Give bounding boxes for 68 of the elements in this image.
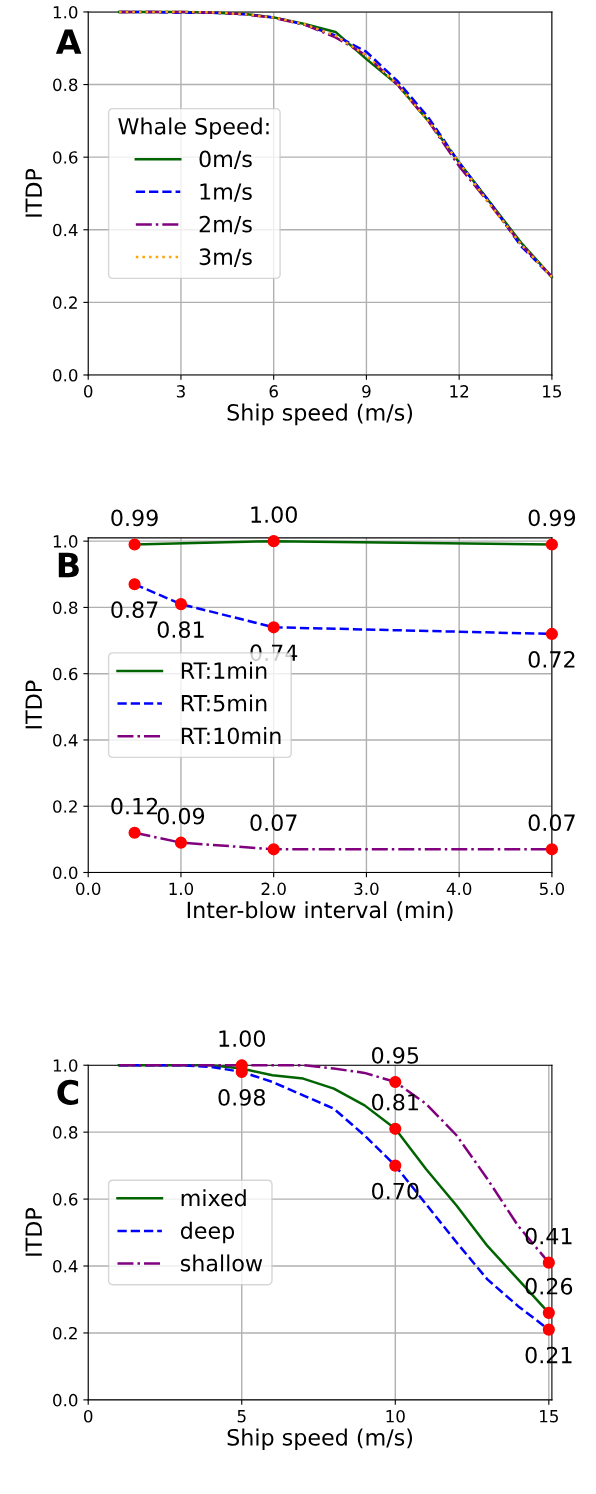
x-tick-label: 9 [362, 385, 371, 398]
y-tick-label: 0.8 [53, 601, 78, 614]
legend-label: deep [180, 1221, 235, 1244]
data-label: 0.95 [372, 1046, 419, 1064]
y-tick-label: 0.0 [53, 866, 78, 880]
x-tick-label: 5 [237, 1410, 246, 1423]
data-label: 1.00 [251, 506, 297, 523]
data-label: 0.98 [218, 1088, 265, 1106]
x-tick-label: 10 [386, 1409, 405, 1423]
data-label: 0.87 [111, 601, 158, 619]
x-tick-label: 2.0 [261, 882, 286, 896]
x-tick-label: 15 [540, 1410, 558, 1423]
y-tick-label: 0.4 [53, 223, 78, 237]
y-tick-label: 0.4 [53, 733, 78, 747]
y-tick-label: 0.2 [53, 296, 77, 309]
y-tick-label: 0.6 [53, 151, 78, 164]
legend-label: RT:1min [181, 661, 267, 679]
legend-label: mixed [181, 1189, 246, 1207]
legend-label: RT:5min [181, 694, 267, 712]
y-axis-title: ITDP [25, 1207, 42, 1256]
data-label: 0.81 [157, 621, 204, 638]
y-tick-label: 0.2 [53, 800, 77, 813]
legend-title: Whale Speed: [118, 117, 269, 139]
x-tick-label: 0.0 [76, 882, 101, 896]
legend-label: 3m/s [199, 248, 252, 267]
data-label: 0.70 [372, 1182, 419, 1200]
y-tick-label: 0.4 [53, 1259, 78, 1273]
y-tick-label: 0.8 [53, 1126, 78, 1139]
y-tick-label: 0.6 [53, 1193, 78, 1206]
data-label: 1.00 [219, 1030, 266, 1048]
data-label: 0.99 [111, 509, 158, 527]
text: C [57, 1079, 79, 1106]
y-axis-title: ITDP [25, 680, 42, 729]
data-label: 0.12 [111, 797, 158, 815]
x-tick-label: 15 [543, 385, 562, 398]
y-axis-title: ITDP [25, 168, 42, 217]
x-tick-label: 6 [269, 385, 278, 398]
x-tick-label: 3.0 [354, 882, 379, 896]
text: B [58, 552, 79, 578]
y-tick-label: 0.0 [53, 1393, 78, 1407]
data-label: 0.09 [157, 807, 205, 825]
x-axis-title: Ship speed (m/s) [227, 403, 413, 426]
y-tick-label: 1.0 [53, 1059, 78, 1072]
data-label: 0.74 [250, 644, 298, 662]
data-label: 0.81 [372, 1093, 418, 1111]
y-tick-label: 0.6 [53, 667, 78, 681]
x-tick-label: 4.0 [446, 882, 472, 896]
x-tick-label: 0 [84, 1409, 93, 1423]
y-tick-label: 1.0 [53, 5, 78, 19]
x-tick-label: 3 [176, 385, 185, 398]
x-tick-label: 1.0 [169, 882, 194, 896]
data-label: 0.07 [250, 814, 297, 832]
x-tick-label: 5.0 [539, 882, 565, 896]
y-tick-label: 0.8 [53, 78, 78, 92]
x-axis-title: Ship speed (m/s) [227, 1428, 413, 1451]
legend-label: 2m/s [199, 215, 252, 235]
x-tick-label: 12 [450, 385, 469, 398]
y-tick-label: 0.0 [53, 368, 78, 382]
data-label: 0.99 [528, 509, 576, 527]
x-tick-label: 0 [84, 385, 93, 398]
y-tick-label: 1.0 [53, 535, 78, 548]
legend-label: shallow [180, 1254, 263, 1272]
x-axis-title: Inter-blow interval (min) [187, 901, 453, 921]
legend-label: 0m/s [199, 150, 252, 170]
legend-label: 1m/s [200, 183, 252, 202]
legend-label: RT:10min [181, 727, 281, 745]
y-tick-label: 0.2 [53, 1326, 77, 1340]
text: A [55, 29, 82, 54]
